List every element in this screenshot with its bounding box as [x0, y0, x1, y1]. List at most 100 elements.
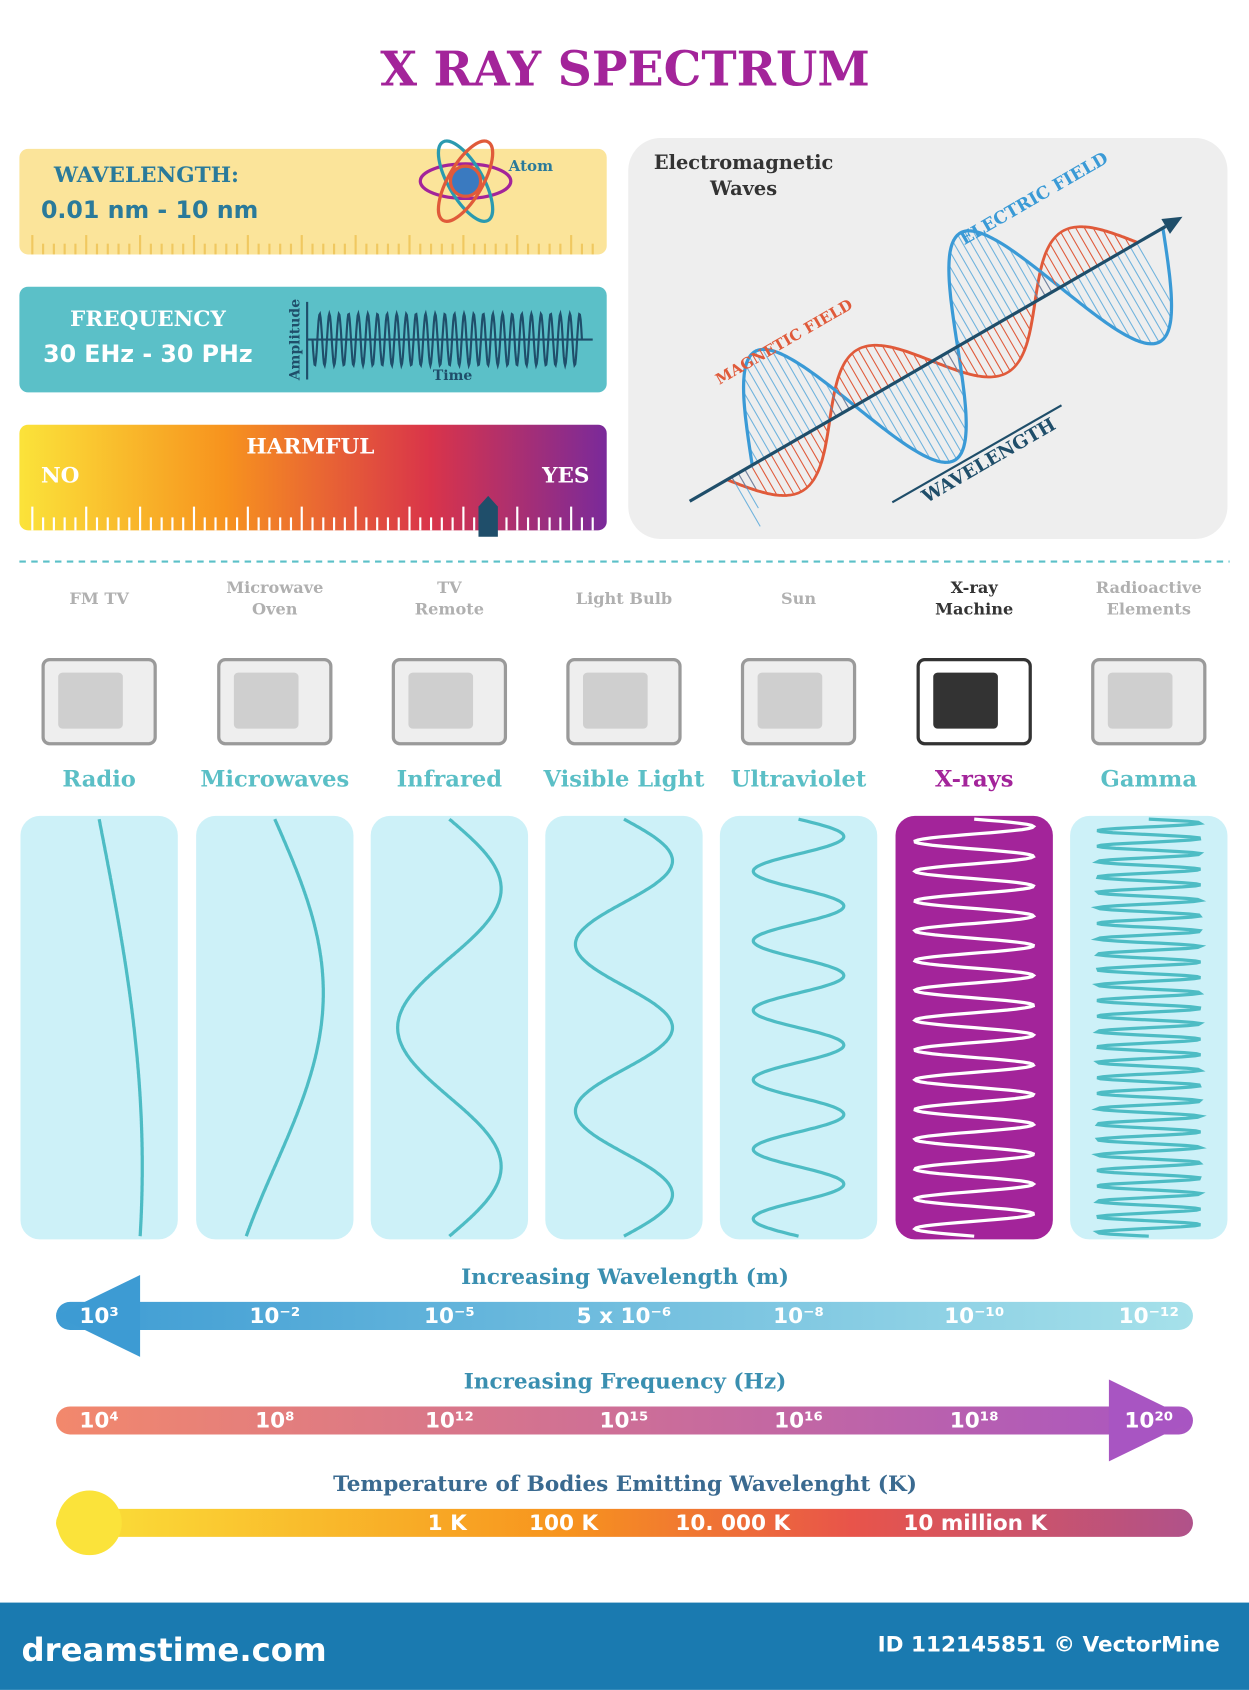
source-label: FM TV: [69, 589, 129, 608]
field-hatch: [888, 386, 931, 459]
field-hatch: [1083, 226, 1105, 263]
field-hatch: [940, 356, 966, 398]
scale-label: 10¹⁵: [600, 1409, 649, 1434]
frequency-range: 30 EHz - 30 PHz: [43, 340, 253, 368]
field-hatch: [966, 340, 988, 378]
field-hatch: [963, 231, 1014, 316]
field-hatch: [840, 394, 850, 410]
scale-label: 10¹⁶: [774, 1409, 823, 1434]
field-hatch: [757, 461, 778, 496]
field-hatch: [1123, 250, 1170, 330]
field-hatch: [901, 378, 951, 463]
field-hatch: [776, 450, 802, 492]
field-hatch: [953, 348, 960, 359]
field-hatch: [744, 408, 772, 455]
field-hatch: [946, 352, 963, 379]
band-wave: [573, 817, 675, 1238]
field-hatch: [816, 427, 827, 445]
field-hatch: [982, 233, 1027, 308]
scale-label: 10⁸: [255, 1409, 294, 1434]
field-hatch: [1064, 284, 1073, 297]
scale-label: 10⁴: [79, 1409, 118, 1434]
scale-label: 10 million K: [903, 1511, 1048, 1536]
field-hatch: [972, 230, 1020, 312]
field-hatch: [872, 345, 896, 383]
wavelength-range: 0.01 nm - 10 nm: [41, 196, 258, 224]
field-hatch: [809, 431, 824, 456]
scale-label: 10⁻⁸: [773, 1304, 824, 1329]
frequency-wave: [311, 309, 584, 370]
source-label: Microwave: [226, 578, 323, 597]
source-label: TV: [437, 578, 462, 597]
field-hatch: [881, 389, 919, 453]
field-hatch: [743, 377, 785, 448]
field-hatch: [861, 401, 874, 421]
field-hatch: [1103, 261, 1152, 345]
field-hatch: [1049, 243, 1072, 282]
source-icon: [916, 658, 1032, 746]
band-name: Infrared: [397, 766, 503, 792]
frequency-label: FREQUENCY: [70, 307, 226, 332]
harmful-box: [19, 424, 607, 531]
field-hatch: [952, 241, 1001, 323]
scale-bar: [56, 1301, 1193, 1330]
band-name: Gamma: [1101, 766, 1198, 792]
em-wave: [688, 216, 1183, 527]
icon-screen: [583, 672, 648, 729]
band-panel: [370, 815, 529, 1240]
field-hatch: [891, 347, 909, 376]
source-icon: [740, 658, 857, 746]
scale-label: 10. 000 K: [675, 1511, 791, 1536]
scale-title: Increasing Wavelength (m): [461, 1265, 789, 1290]
band-wave: [912, 817, 1037, 1238]
band-wave: [244, 818, 325, 1237]
field-hatch: [864, 346, 889, 387]
source-label: Machine: [935, 600, 1013, 619]
field-hatch: [838, 375, 857, 406]
field-hatch: [950, 297, 974, 338]
field-hatch: [1008, 248, 1040, 300]
field-hatch: [868, 397, 890, 433]
field-hatch: [857, 348, 883, 391]
band-wave: [97, 818, 144, 1237]
field-hatch: [874, 393, 905, 444]
band-name: Visible Light: [542, 766, 705, 792]
field-hatch: [949, 251, 994, 327]
icon-screen: [757, 672, 823, 729]
field-hatch: [749, 356, 798, 440]
band-name: Ultraviolet: [731, 766, 867, 792]
band-name: X-rays: [935, 766, 1014, 792]
band-panel: [545, 815, 703, 1240]
source-label: Radioactive: [1096, 578, 1202, 597]
harmful-high: YES: [541, 463, 589, 488]
field-hatch: [1060, 232, 1085, 274]
field-hatch: [851, 353, 876, 395]
source-label: Oven: [252, 600, 298, 619]
field-hatch: [737, 472, 759, 509]
field-hatch: [986, 329, 1011, 372]
spectrum: FM TV Radio Microwave Oven Microwaves TV Remot…: [20, 578, 1228, 1240]
field-hatch: [1136, 242, 1172, 304]
field-hatch: [746, 427, 765, 459]
field-hatch: [795, 361, 831, 421]
field-hatch: [749, 447, 759, 463]
scale-label: 10¹²: [425, 1409, 474, 1434]
field-hatch: [1097, 265, 1143, 343]
field-hatch: [1092, 227, 1112, 259]
axis-arrow: [1161, 216, 1183, 234]
footer-id: ID 112145851 © VectorMine: [878, 1633, 1220, 1658]
field-hatch: [999, 322, 1021, 359]
scale-bar: [56, 1508, 1193, 1537]
source-label: Light Bulb: [576, 589, 672, 608]
field-hatch: [750, 465, 768, 494]
harmful-label: HARMFUL: [246, 434, 374, 459]
time-label: Time: [433, 368, 473, 384]
scale-arrow: [56, 1274, 141, 1357]
scale-label: 10³: [79, 1304, 118, 1329]
scale-arrow: [1108, 1379, 1193, 1462]
field-hatch: [1054, 237, 1079, 278]
field-hatch: [824, 382, 844, 414]
source-label: X-ray: [951, 578, 999, 597]
